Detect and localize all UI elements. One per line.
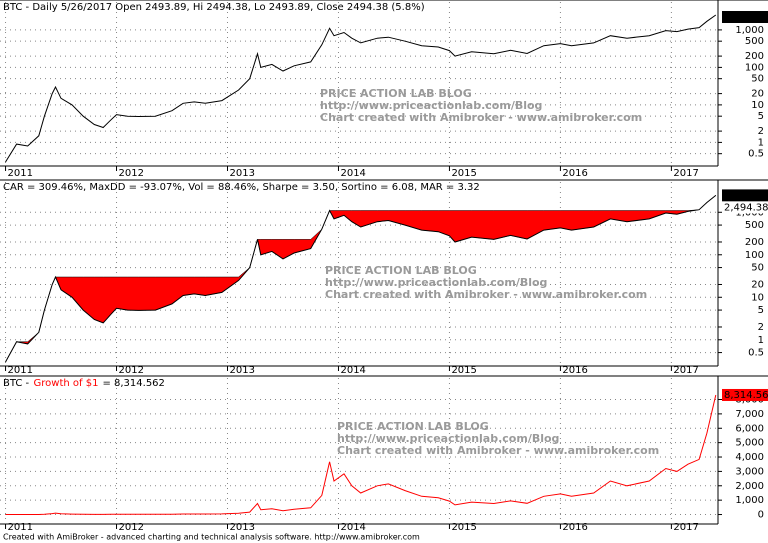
- y-tick-label: 0: [758, 510, 764, 521]
- x-tick-label: 2016: [562, 522, 587, 533]
- y-tick-label: 20: [751, 279, 764, 290]
- panel-title: BTC - Daily 5/26/2017 Open 2493.89, Hi 2…: [3, 2, 425, 13]
- y-tick-label: 1: [758, 137, 764, 148]
- y-tick-label: 1,000: [735, 495, 764, 506]
- last-value-label: 2,494.38: [724, 202, 768, 213]
- x-tick-label: 2017: [673, 168, 698, 179]
- y-tick-label: 100: [745, 62, 764, 73]
- x-tick-label: 2013: [229, 168, 254, 179]
- x-tick-label: 2011: [8, 168, 33, 179]
- watermark: http://www.priceactionlab.com/Blog: [337, 432, 559, 445]
- title-part: BTC -: [3, 378, 30, 389]
- y-tick-label: 200: [745, 237, 764, 248]
- y-tick-label: 2: [758, 322, 764, 333]
- y-tick-label: 3,000: [735, 466, 764, 477]
- x-tick-label: 2017: [673, 522, 698, 533]
- x-tick-label: 2011: [8, 365, 33, 376]
- last-value-label: 2,494.38: [724, 190, 768, 201]
- price-line: [5, 394, 717, 515]
- y-tick-label: 6,000: [735, 423, 764, 434]
- x-tick-label: 2013: [229, 522, 254, 533]
- y-tick-label: 5: [758, 305, 764, 316]
- y-tick-label: 500: [745, 220, 764, 231]
- y-tick-label: 500: [745, 36, 764, 47]
- y-tick-label: 100: [745, 250, 764, 261]
- y-tick-label: 2,000: [735, 481, 764, 492]
- y-tick-label: 200: [745, 51, 764, 62]
- y-tick-label: 1,000: [735, 25, 764, 36]
- watermark: PRICE ACTION LAB BLOG: [325, 264, 477, 277]
- watermark: Chart created with Amibroker - www.amibr…: [325, 288, 647, 301]
- y-tick-label: 5,000: [735, 438, 764, 449]
- x-tick-label: 2015: [451, 365, 476, 376]
- y-tick-label: 4,000: [735, 452, 764, 463]
- watermark: PRICE ACTION LAB BLOG: [337, 420, 489, 433]
- last-value-badge: [722, 388, 768, 401]
- x-tick-label: 2012: [119, 522, 144, 533]
- y-tick-label: 50: [751, 263, 764, 274]
- last-value-label: 8,314.56: [724, 390, 768, 401]
- x-tick-label: 2014: [340, 522, 365, 533]
- x-tick-label: 2012: [119, 168, 144, 179]
- x-tick-label: 2016: [562, 365, 587, 376]
- title-part: Growth of $1: [34, 378, 99, 389]
- watermark: Chart created with Amibroker - www.amibr…: [337, 444, 659, 457]
- watermark: http://www.priceactionlab.com/Blog: [325, 276, 547, 289]
- x-tick-label: 2014: [340, 168, 365, 179]
- watermark: PRICE ACTION LAB BLOG: [320, 87, 472, 100]
- x-tick-label: 2011: [8, 522, 33, 533]
- x-tick-label: 2017: [673, 365, 698, 376]
- y-tick-label: 20: [751, 89, 764, 100]
- y-tick-label: 2: [758, 126, 764, 137]
- footer: Created with AmiBroker - advanced charti…: [3, 533, 420, 542]
- y-tick-label: 50: [751, 74, 764, 85]
- x-tick-label: 2015: [451, 522, 476, 533]
- y-tick-label: 10: [751, 292, 764, 303]
- x-tick-label: 2013: [229, 365, 254, 376]
- y-tick-label: 1: [758, 335, 764, 346]
- watermark: http://www.priceactionlab.com/Blog: [320, 99, 542, 112]
- watermark: Chart created with Amibroker - www.amibr…: [320, 111, 642, 124]
- y-tick-label: 7,000: [735, 409, 764, 420]
- y-tick-label: 5: [758, 111, 764, 122]
- x-tick-label: 2012: [119, 365, 144, 376]
- price-line: [5, 195, 717, 363]
- last-value-badge: [722, 189, 768, 202]
- price-line: [5, 14, 717, 163]
- x-tick-label: 2015: [451, 168, 476, 179]
- y-tick-label: 10: [751, 100, 764, 111]
- x-tick-label: 2014: [340, 365, 365, 376]
- last-value-label: 2,494.38: [724, 12, 768, 23]
- last-value-badge: [722, 11, 768, 24]
- title-part: = 8,314.562: [102, 378, 164, 389]
- y-tick-label: 0.5: [748, 348, 764, 359]
- y-tick-label: 0.5: [748, 149, 764, 160]
- x-tick-label: 2016: [562, 168, 587, 179]
- panel-title: CAR = 309.46%, MaxDD = -93.07%, Vol = 88…: [3, 182, 480, 193]
- panel-title: BTC - Growth of $1 = 8,314.562: [3, 378, 165, 389]
- last-value-badge: [722, 201, 768, 214]
